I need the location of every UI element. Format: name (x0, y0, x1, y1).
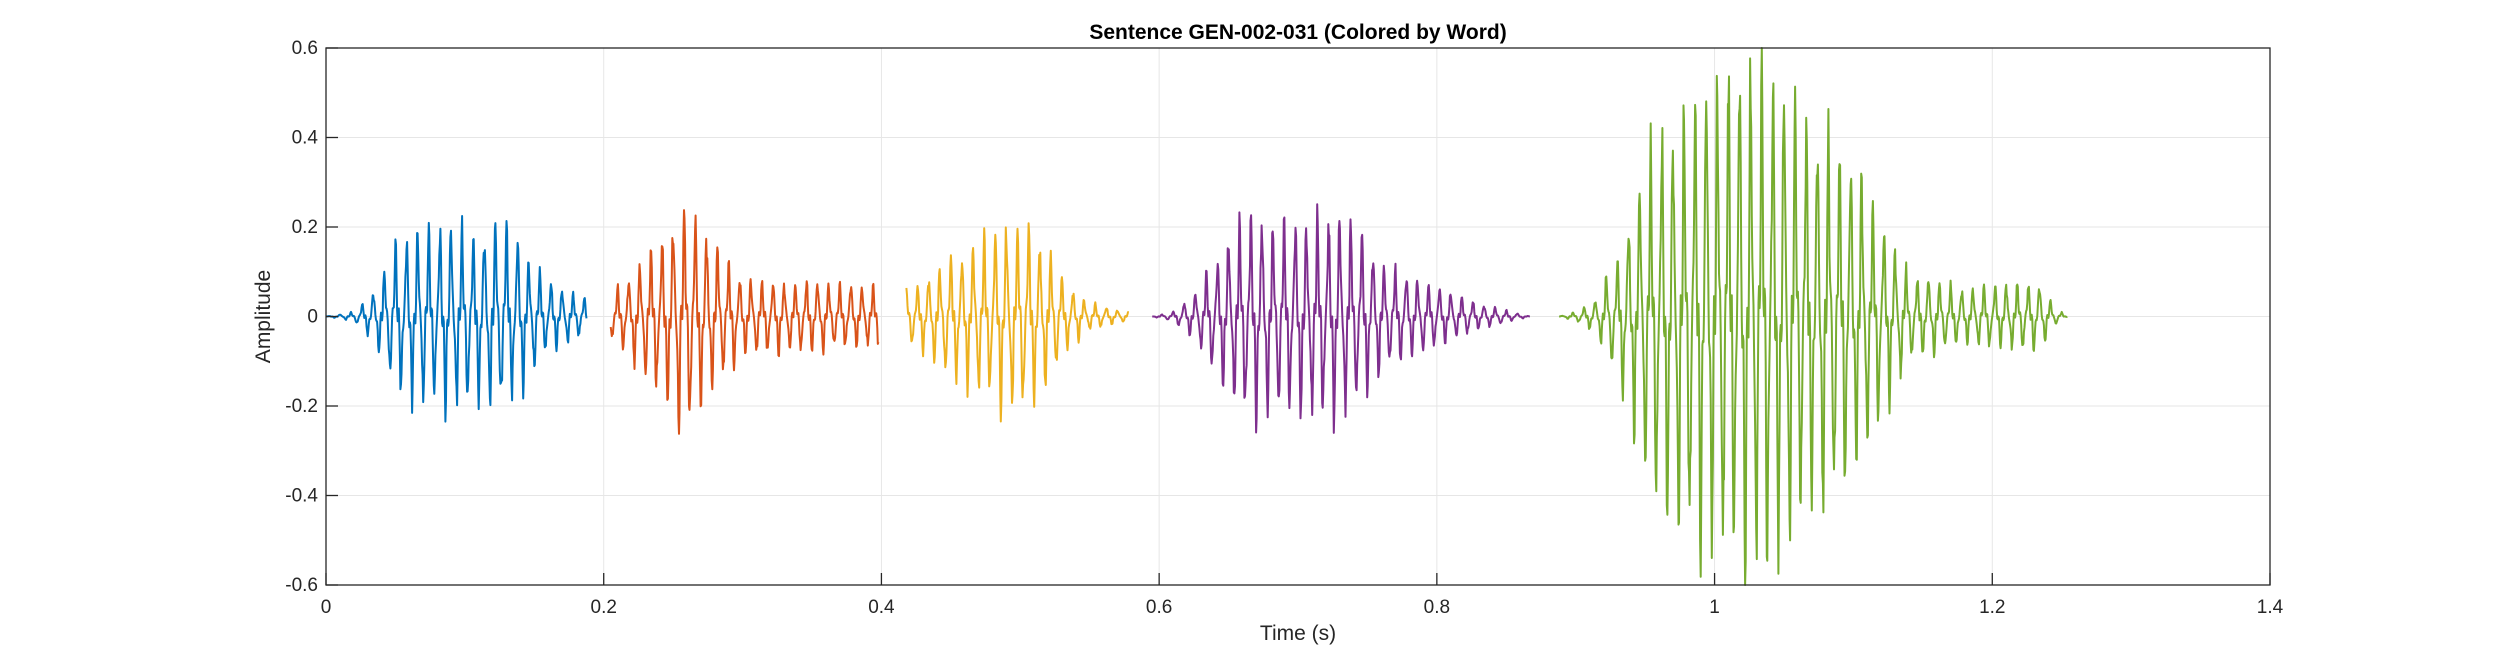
x-tick-label: 1.2 (1979, 597, 2005, 618)
x-tick-label: 0 (321, 597, 332, 618)
x-tick-label: 1.4 (2257, 597, 2284, 618)
x-axis-label: Time (s) (1260, 622, 1336, 645)
y-tick-label: 0.2 (292, 217, 318, 238)
waveform-series (325, 47, 2068, 586)
waveform-segment (1558, 47, 2068, 586)
y-axis-label: Amplitude (252, 270, 275, 363)
y-tick-label: 0.4 (292, 128, 319, 149)
chart-title: Sentence GEN-002-031 (Colored by Word) (1089, 21, 1506, 44)
waveform-segment (1151, 203, 1531, 434)
y-tick-label: -0.6 (285, 575, 318, 596)
ticks: 0 0.2 0.4 0.6 0.8 1 1.2 1.4 -0.6 -0.4 -0.2 0 0.2 0.4 0… (285, 38, 2283, 618)
x-tick-label: 0.6 (1146, 597, 1172, 618)
x-tick-label: 0.4 (868, 597, 895, 618)
waveform-segment (609, 209, 880, 435)
y-tick-label: 0 (307, 307, 318, 328)
waveform-segment (905, 222, 1130, 423)
waveform-segment (325, 215, 588, 423)
y-tick-label: -0.2 (285, 396, 318, 417)
x-tick-label: 0.8 (1424, 597, 1450, 618)
y-tick-label: 0.6 (292, 38, 318, 59)
y-tick-label: -0.4 (285, 486, 318, 507)
x-tick-label: 0.2 (591, 597, 617, 618)
x-tick-label: 1 (1709, 597, 1720, 618)
